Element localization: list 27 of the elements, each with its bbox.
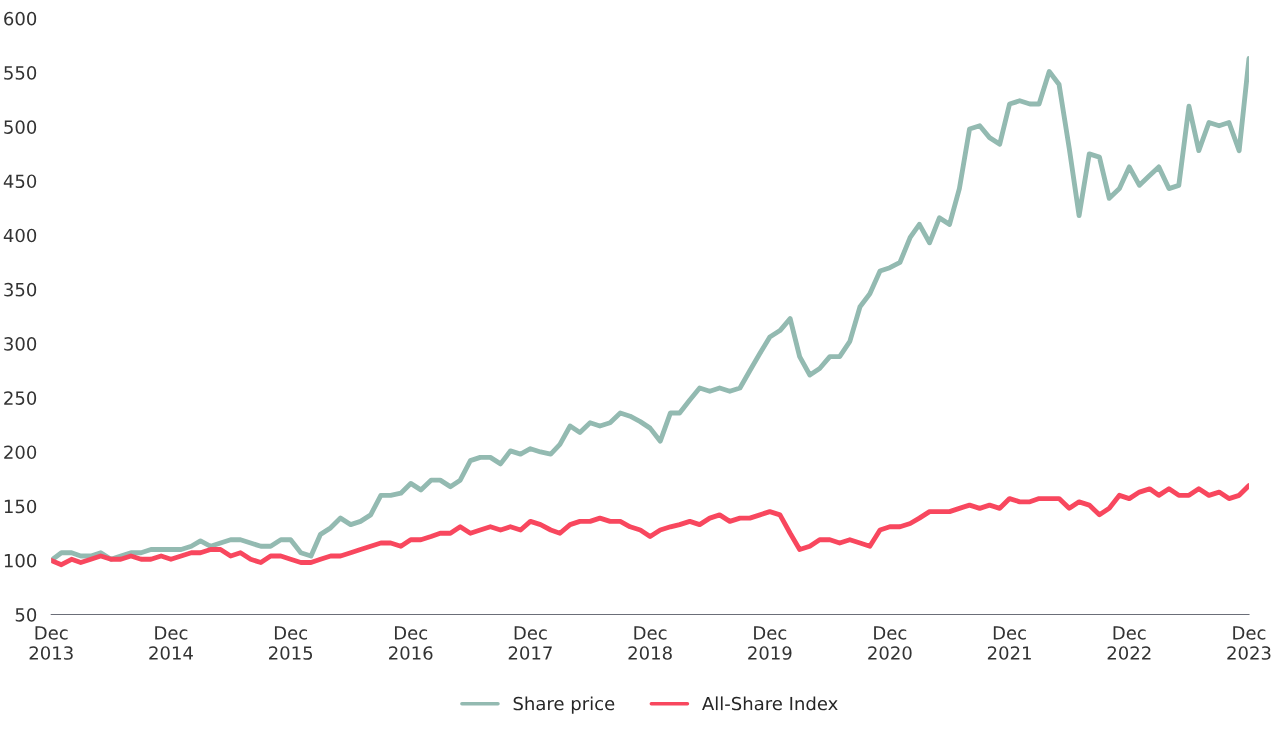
x-tick-label: Dec 2019	[748, 626, 792, 660]
x-tick-label: Dec 2014	[149, 626, 193, 660]
y-tick-label: 50	[15, 608, 37, 622]
y-tick-label: 200	[4, 445, 37, 460]
y-tick-label: 600	[4, 11, 37, 26]
y-tick-label: 450	[3, 174, 37, 189]
y-tick-label: 150	[4, 499, 37, 514]
x-tick-label: Dec 2015	[269, 626, 313, 660]
y-tick-label: 550	[4, 66, 37, 80]
y-tick-label: 250	[4, 391, 37, 405]
x-tick-label: Dec 2020	[868, 626, 912, 660]
y-tick-label: 350	[4, 282, 37, 297]
x-tick-label: Dec 2017	[508, 626, 552, 660]
y-tick-label: 400	[3, 228, 37, 243]
y-tick-label: 100	[4, 553, 37, 568]
x-tick-label: Dec 2023	[1227, 626, 1271, 660]
x-tick-label: Dec 2013	[29, 626, 73, 660]
x-tick-label: Dec 2022	[1107, 626, 1151, 660]
x-tick-label: Dec 2018	[628, 626, 672, 660]
line-series	[51, 483, 1249, 568]
line-series	[51, 56, 1249, 563]
x-tick-label: Dec 2016	[389, 626, 433, 660]
y-tick-label: 500	[4, 120, 37, 134]
legend-label: Share price	[513, 696, 615, 714]
y-tick-label: 300	[4, 337, 37, 351]
x-tick-label: Dec 2021	[987, 626, 1031, 660]
legend-label: All-Share Index	[702, 696, 838, 711]
